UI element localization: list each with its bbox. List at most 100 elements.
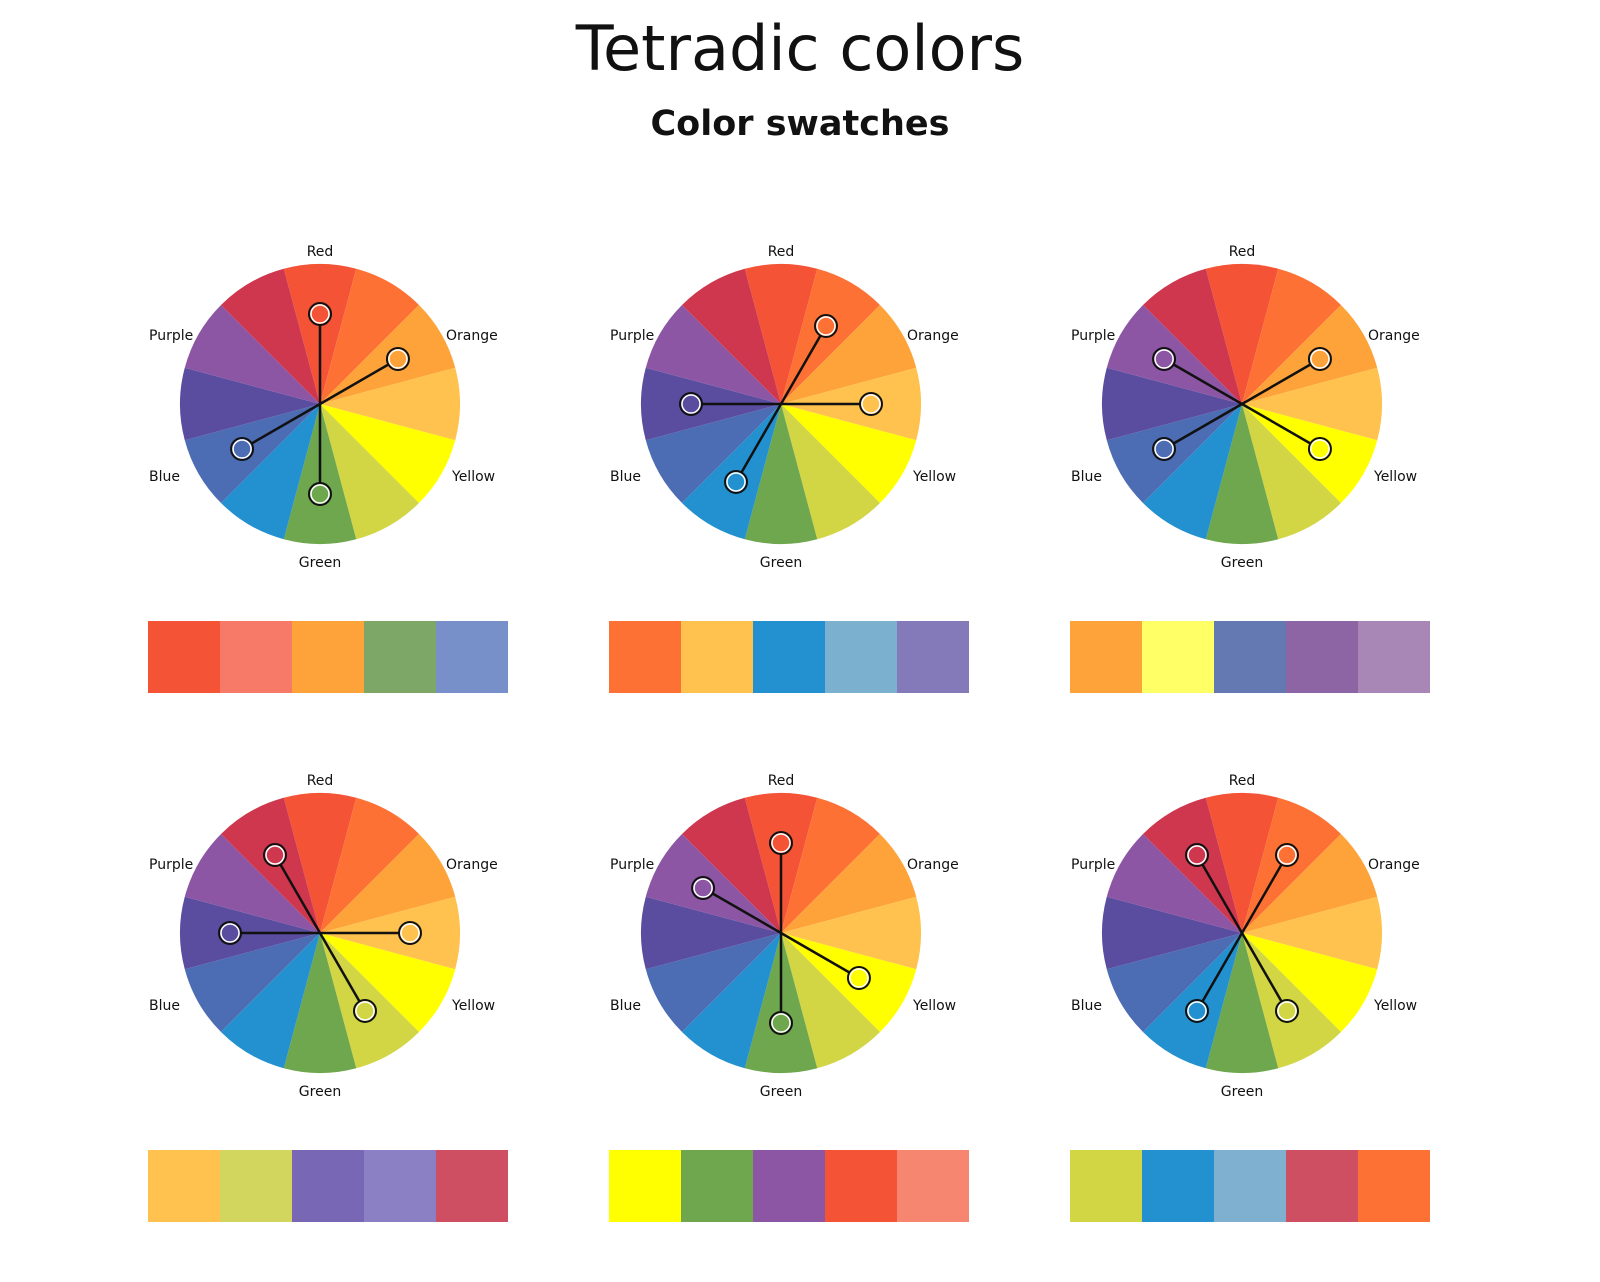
color-marker <box>1275 998 1299 1023</box>
marker-spoke <box>1195 854 1244 934</box>
label-yellow: Yellow <box>912 998 956 1014</box>
color-marker-ring <box>400 923 420 943</box>
wheel-segment <box>221 404 320 540</box>
marker-spoke <box>780 931 860 980</box>
color-wheel: Red Orange Yellow Green Blue Purple <box>610 244 959 571</box>
color-swatch <box>609 1150 681 1222</box>
swatch-strip <box>609 621 969 693</box>
color-swatch <box>1214 621 1286 693</box>
color-marker-ring <box>310 484 330 504</box>
swatch-strip <box>1070 621 1430 693</box>
color-marker <box>1275 843 1299 868</box>
wheel-segment <box>781 933 880 1069</box>
wheel-segment <box>283 933 357 1073</box>
color-marker-ring <box>388 349 408 369</box>
color-marker <box>679 392 703 416</box>
color-swatch <box>148 621 220 693</box>
color-marker <box>353 998 377 1023</box>
panel-2: Red Orange Yellow Green Blue Purple <box>549 236 969 693</box>
marker-spoke <box>1163 357 1243 406</box>
color-swatch <box>148 1150 220 1222</box>
wheel-segment <box>682 268 781 404</box>
marker-spoke <box>1240 854 1289 934</box>
wheel-segment <box>1242 268 1341 404</box>
color-marker-ring <box>1154 349 1174 369</box>
color-swatch <box>1286 1150 1358 1222</box>
color-marker-ring <box>355 1001 375 1021</box>
label-green: Green <box>299 555 341 571</box>
color-marker <box>385 347 410 371</box>
color-marker-ring <box>771 833 791 853</box>
wheel-segment <box>1242 834 1378 933</box>
wheel-segment <box>1102 367 1242 441</box>
wheel-segment <box>1242 404 1341 540</box>
color-marker <box>1307 347 1332 371</box>
color-wheel: Red Orange Yellow Green Blue Purple <box>149 244 498 571</box>
color-swatch <box>1142 621 1214 693</box>
color-marker <box>308 302 332 326</box>
swatch-strip <box>148 621 508 693</box>
label-purple: Purple <box>149 857 193 873</box>
wheel-segment <box>1143 268 1242 404</box>
label-red: Red <box>768 773 795 789</box>
marker-spoke <box>779 325 828 405</box>
color-swatch <box>1358 621 1430 693</box>
wheel-segment <box>1143 404 1242 540</box>
label-green: Green <box>299 1084 341 1100</box>
wheel-segment <box>1102 896 1242 970</box>
color-marker-ring <box>1154 439 1174 459</box>
wheel-segment <box>320 834 456 933</box>
color-marker <box>691 876 716 900</box>
label-red: Red <box>768 244 795 260</box>
panel-6: Red Orange Yellow Green Blue Purple <box>1010 765 1430 1222</box>
label-orange: Orange <box>907 328 959 344</box>
color-swatch <box>1286 621 1358 693</box>
color-swatch <box>364 1150 436 1222</box>
page-title: Tetradic colors <box>575 12 1025 85</box>
label-red: Red <box>1229 773 1256 789</box>
color-marker-ring <box>726 472 746 492</box>
color-marker-ring <box>1187 1001 1207 1021</box>
color-marker-ring <box>1310 349 1330 369</box>
color-marker <box>218 921 242 945</box>
color-wheel: Red Orange Yellow Green Blue Purple <box>1071 773 1420 1100</box>
wheel-segment <box>645 404 781 503</box>
marker-spoke <box>734 403 783 483</box>
wheel-segment <box>184 834 320 933</box>
color-marker-ring <box>861 394 881 414</box>
color-swatch <box>825 621 897 693</box>
panel-5: Red Orange Yellow Green Blue Purple <box>549 765 969 1222</box>
label-green: Green <box>1221 1084 1263 1100</box>
label-blue: Blue <box>610 998 641 1014</box>
color-marker <box>1185 998 1209 1023</box>
color-marker-ring <box>1187 845 1207 865</box>
color-swatch <box>1070 621 1142 693</box>
color-marker <box>814 314 838 339</box>
color-marker <box>230 437 255 461</box>
color-marker <box>263 843 287 868</box>
label-green: Green <box>760 555 802 571</box>
marker-spoke <box>1241 357 1321 406</box>
wheel-segment <box>744 264 818 404</box>
wheel-segment <box>1205 793 1279 933</box>
color-swatch <box>1214 1150 1286 1222</box>
wheel-segment <box>645 933 781 1032</box>
panel-4: Red Orange Yellow Green Blue Purple <box>88 765 508 1222</box>
color-marker-ring <box>693 878 713 898</box>
wheel-segment <box>1242 933 1378 1032</box>
panel-1: Red Orange Yellow Green Blue Purple <box>88 236 508 693</box>
color-swatch <box>292 621 364 693</box>
label-yellow: Yellow <box>1373 469 1417 485</box>
wheel-segment <box>184 933 320 1032</box>
wheel-segment <box>320 404 456 503</box>
label-blue: Blue <box>1071 469 1102 485</box>
color-marker <box>724 469 748 494</box>
wheel-segment <box>781 896 921 970</box>
color-marker <box>769 831 793 855</box>
label-blue: Blue <box>1071 998 1102 1014</box>
color-marker-ring <box>220 923 240 943</box>
color-marker <box>846 966 871 990</box>
label-yellow: Yellow <box>1373 998 1417 1014</box>
label-orange: Orange <box>1368 857 1420 873</box>
label-red: Red <box>1229 244 1256 260</box>
